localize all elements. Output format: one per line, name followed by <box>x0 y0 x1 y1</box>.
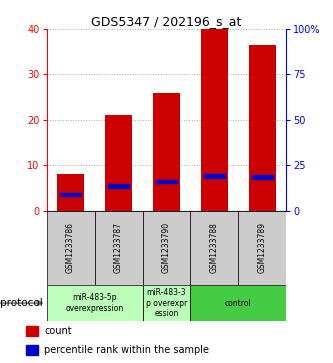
Text: percentile rank within the sample: percentile rank within the sample <box>44 345 209 355</box>
Bar <box>105 115 132 211</box>
Bar <box>249 45 276 211</box>
Title: GDS5347 / 202196_s_at: GDS5347 / 202196_s_at <box>91 15 242 28</box>
Bar <box>153 93 180 211</box>
Text: control: control <box>225 299 252 307</box>
Text: protocol: protocol <box>0 298 43 308</box>
Bar <box>60 193 81 196</box>
Text: GSM1233787: GSM1233787 <box>114 222 123 273</box>
Bar <box>47 211 95 285</box>
Bar <box>26 345 38 355</box>
Bar <box>190 285 286 321</box>
Bar <box>156 180 177 183</box>
Bar <box>57 174 84 211</box>
Bar <box>143 285 190 321</box>
Text: miR-483-5p
overexpression: miR-483-5p overexpression <box>66 293 124 313</box>
Text: GSM1233788: GSM1233788 <box>210 222 219 273</box>
Text: count: count <box>44 326 72 336</box>
Bar <box>238 211 286 285</box>
Text: miR-483-3
p overexpr
ession: miR-483-3 p overexpr ession <box>146 288 187 318</box>
Bar <box>47 285 143 321</box>
Text: GSM1233789: GSM1233789 <box>258 222 267 273</box>
Bar <box>26 326 38 336</box>
Bar <box>201 29 228 211</box>
Bar <box>252 175 273 179</box>
Text: GSM1233786: GSM1233786 <box>66 222 75 273</box>
Bar <box>190 211 238 285</box>
Bar <box>143 211 190 285</box>
Text: GSM1233790: GSM1233790 <box>162 222 171 273</box>
Bar <box>204 175 225 178</box>
Bar <box>108 184 129 188</box>
Bar <box>95 211 143 285</box>
